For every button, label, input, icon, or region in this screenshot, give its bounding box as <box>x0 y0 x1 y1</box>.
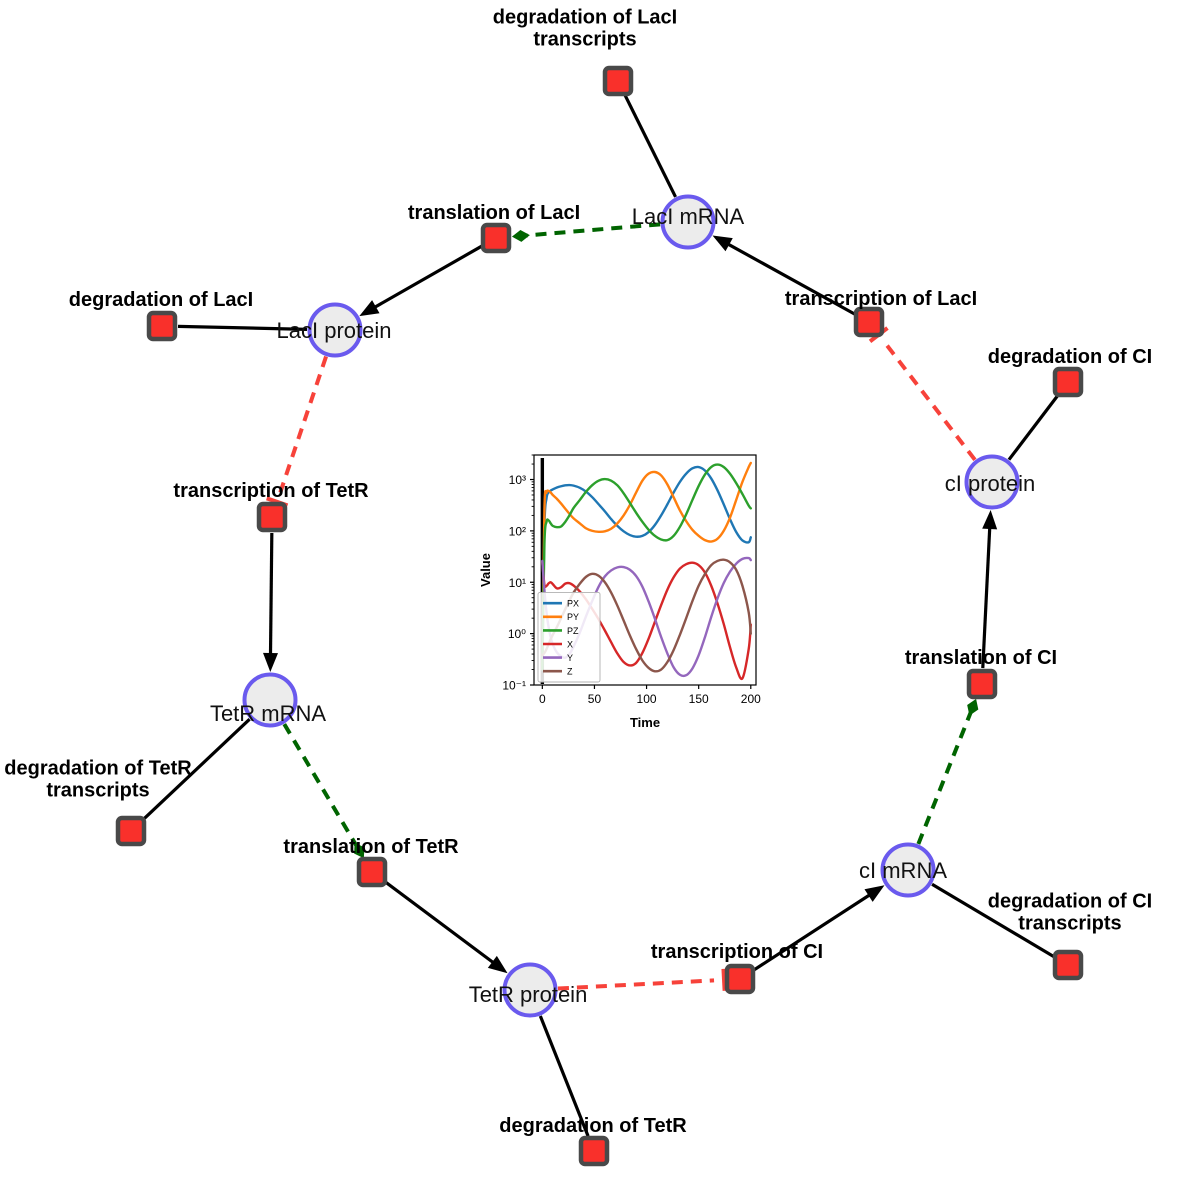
reaction-label-transcription_ci: transcription of CI <box>650 940 824 963</box>
chart-series-X <box>541 560 752 681</box>
species-node-laci_mrna[interactable] <box>660 194 716 250</box>
reaction-label-translation_tetr: translation of TetR <box>283 835 459 858</box>
reaction-node-transcription_ci[interactable] <box>724 963 756 995</box>
reaction-node-translation_tetr[interactable] <box>356 856 388 888</box>
chart-ytick-label: 10⁰ <box>508 627 526 641</box>
chart-xtick-label: 100 <box>637 692 657 706</box>
diamond-head <box>967 698 979 716</box>
reaction-node-translation_laci[interactable] <box>480 222 512 254</box>
chart-legend-label-PY: PY <box>567 612 579 622</box>
reaction-node-transcription_tetr[interactable] <box>256 501 288 533</box>
chart-xtick-label: 150 <box>689 692 709 706</box>
arrowhead <box>263 652 279 673</box>
chart-legend-label-X: X <box>567 639 573 649</box>
reaction-node-translation_ci[interactable] <box>966 668 998 700</box>
arrowhead <box>864 885 885 902</box>
reaction-node-transcription_laci[interactable] <box>853 306 885 338</box>
edge-deg_laci_transcripts-to-laci_mrna <box>623 94 677 198</box>
reaction-label-translation_ci: translation of CI <box>904 646 1058 669</box>
chart-xtick-label: 0 <box>539 692 546 706</box>
reaction-label-deg_laci_transcripts: degradation of LacI transcripts <box>492 6 678 51</box>
chart-xtick-label: 200 <box>741 692 761 706</box>
chart-xtick-label: 50 <box>588 692 602 706</box>
arrowhead <box>982 509 998 530</box>
reaction-node-deg_laci_transcripts[interactable] <box>602 65 634 97</box>
edge-transcription_laci-to-laci_mrna <box>723 240 856 316</box>
chart-ytick-label: 10³ <box>509 473 526 487</box>
chart-legend-label-Z: Z <box>567 667 573 677</box>
reaction-label-transcription_tetr: transcription of TetR <box>173 479 369 502</box>
reaction-node-deg_ci_transcripts[interactable] <box>1052 949 1084 981</box>
reaction-label-transcription_laci: transcription of LacI <box>784 287 978 310</box>
chart-ytick-label: 10⁻¹ <box>502 679 526 693</box>
edge-transcription_ci-to-ci_mrna <box>752 891 874 972</box>
chart-series-PZ <box>541 463 752 671</box>
edge-tetr_protein-to-transcription_ci <box>557 978 715 991</box>
species-node-ci_mrna[interactable] <box>880 842 936 898</box>
edge-tetr_mrna-to-translation_tetr <box>282 723 360 849</box>
arrowhead <box>712 235 733 252</box>
chart-legend-box <box>537 591 601 683</box>
edge-laci_mrna-to-translation_laci <box>523 222 661 238</box>
arrowhead <box>487 955 508 974</box>
edge-transcription_tetr-to-tetr_mrna <box>268 532 274 659</box>
inhibition-bar <box>721 968 727 991</box>
chart-ylabel: Value <box>478 553 493 587</box>
edge-deg_tetr_transcripts-to-tetr_mrna <box>141 718 251 822</box>
chart-legend-label-PX: PX <box>567 599 579 609</box>
species-node-tetr_mrna[interactable] <box>242 672 298 728</box>
edge-deg_ci-to-ci_protein <box>1007 393 1060 461</box>
reaction-label-deg_tetr_transcripts: degradation of TetR transcripts <box>4 757 192 802</box>
edge-deg_laci-to-laci_protein <box>177 324 308 331</box>
reaction-label-deg_tetr: degradation of TetR <box>499 1114 687 1137</box>
arrowhead <box>359 300 380 317</box>
edge-laci_protein-to-transcription_tetr <box>278 355 328 493</box>
edge-translation_laci-to-laci_protein <box>370 244 483 311</box>
diamond-head <box>354 842 365 859</box>
reaction-node-deg_tetr[interactable] <box>578 1135 610 1167</box>
species-node-laci_protein[interactable] <box>307 302 363 358</box>
reaction-label-translation_laci: translation of LacI <box>407 201 581 224</box>
reaction-node-deg_laci[interactable] <box>146 310 178 342</box>
chart-ytick-label: 10² <box>509 524 526 538</box>
chart-legend-label-Y: Y <box>567 653 573 663</box>
diamond-head <box>511 229 530 242</box>
chart-xlabel: Time <box>630 715 660 730</box>
chart-legend-label-PZ: PZ <box>567 626 579 636</box>
chart-ytick-label: 10¹ <box>509 576 526 590</box>
chart-svg: 0 50 100 150 200 10⁻¹ 10⁰ 10¹ 10² 10³ Time Value PX P… <box>478 454 761 730</box>
reaction-node-deg_tetr_transcripts[interactable] <box>115 815 147 847</box>
inset-timecourse-chart: 0 50 100 150 200 10⁻¹ 10⁰ 10¹ 10² 10³ Time Value PX P… <box>478 443 766 733</box>
reaction-label-deg_ci_transcripts: degradation of CI transcripts <box>987 890 1153 935</box>
species-node-tetr_protein[interactable] <box>502 962 558 1018</box>
chart-series-PX <box>541 465 752 671</box>
edge-deg_tetr-to-tetr_protein <box>538 1015 590 1137</box>
edge-ci_mrna-to-translation_ci <box>916 709 974 845</box>
edge-translation_tetr-to-tetr_protein <box>383 880 498 967</box>
edge-ci_protein-to-transcription_laci <box>883 341 977 462</box>
reaction-label-deg_ci: degradation of CI <box>987 345 1153 368</box>
reaction-node-deg_ci[interactable] <box>1052 366 1084 398</box>
species-node-ci_protein[interactable] <box>964 454 1020 510</box>
edge-translation_ci-to-ci_protein <box>981 523 992 669</box>
reaction-label-deg_laci: degradation of LacI <box>68 288 254 311</box>
edge-deg_ci_transcripts-to-ci_mrna <box>931 882 1056 959</box>
